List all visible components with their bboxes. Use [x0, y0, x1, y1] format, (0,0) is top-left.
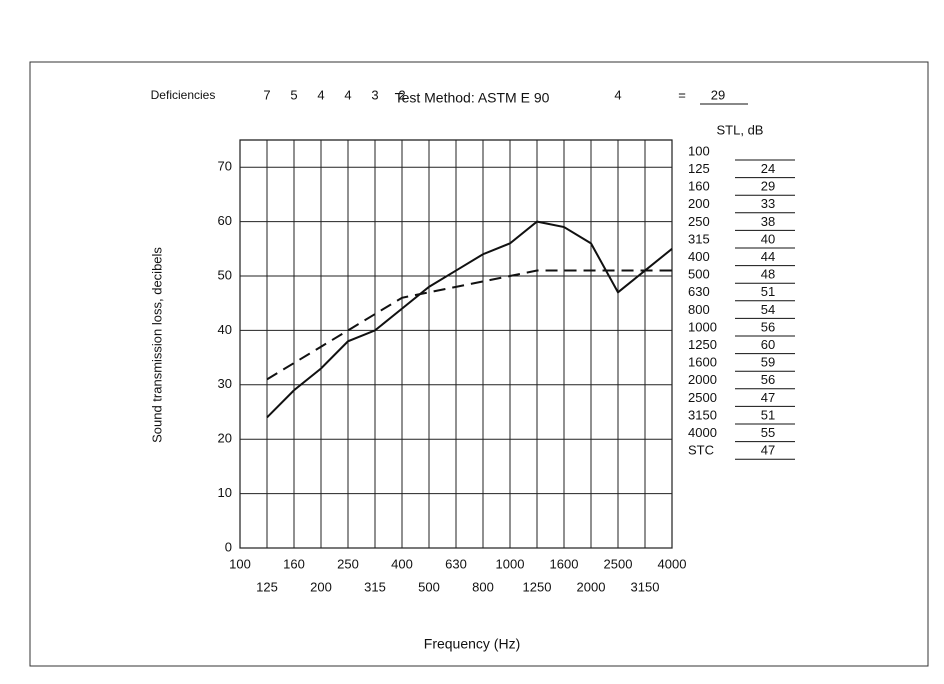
x-tick-label: 500 [418, 579, 440, 594]
x-tick-label: 125 [256, 579, 278, 594]
table-frequency: 4000 [688, 425, 717, 440]
x-tick-label: 630 [445, 556, 467, 571]
table-value: 24 [761, 161, 775, 176]
table-value: 59 [761, 355, 775, 370]
deficiency-total: 29 [711, 87, 725, 102]
x-tick-label: 1600 [550, 556, 579, 571]
table-frequency: 200 [688, 196, 710, 211]
table-value: 38 [761, 214, 775, 229]
table-frequency: 160 [688, 179, 710, 194]
table-frequency: 315 [688, 231, 710, 246]
deficiency: 4 [344, 87, 351, 102]
table-value: 56 [761, 319, 775, 334]
x-tick-label: 800 [472, 579, 494, 594]
x-tick-label: 2000 [577, 579, 606, 594]
table-frequency: 2500 [688, 390, 717, 405]
x-tick-label: 250 [337, 556, 359, 571]
table-frequency: 2000 [688, 372, 717, 387]
x-tick-label: 160 [283, 556, 305, 571]
x-tick-label: 4000 [658, 556, 687, 571]
data-line [266, 269, 672, 381]
y-tick-label: 10 [218, 485, 232, 500]
table-value: 48 [761, 267, 775, 282]
y-tick-label: 60 [218, 213, 232, 228]
stc-label: STC [688, 443, 714, 458]
deficiency: 4 [614, 87, 621, 102]
table-value: 60 [761, 337, 775, 352]
deficiency-total-sign: = [678, 87, 686, 102]
y-tick-label: 40 [218, 322, 232, 337]
y-tick-label: 70 [218, 159, 232, 174]
table-value: 44 [761, 249, 775, 264]
table-frequency: 400 [688, 249, 710, 264]
x-axis-label: Frequency (Hz) [424, 636, 520, 652]
table-value: 54 [761, 302, 775, 317]
x-tick-label: 1000 [496, 556, 525, 571]
chart-title: Test Method: ASTM E 90 [395, 90, 550, 106]
table-frequency: 100 [688, 143, 710, 158]
x-tick-label: 200 [310, 579, 332, 594]
y-tick-label: 30 [218, 376, 232, 391]
frame [29, 61, 929, 667]
table-frequency: 630 [688, 284, 710, 299]
y-tick-label: 50 [218, 267, 232, 282]
deficiencies-label: Deficiencies [151, 88, 216, 102]
table-value: 47 [761, 390, 775, 405]
x-tick-label: 100 [229, 556, 251, 571]
table-header: STL, dB [717, 122, 764, 137]
stc-value: 47 [761, 443, 775, 458]
table-frequency: 125 [688, 161, 710, 176]
deficiency: 2 [398, 87, 405, 102]
deficiency: 7 [263, 87, 270, 102]
x-tick-label: 315 [364, 579, 386, 594]
y-tick-label: 20 [218, 431, 232, 446]
table-frequency: 800 [688, 302, 710, 317]
data-line [266, 220, 673, 419]
table-value: 40 [761, 231, 775, 246]
deficiency: 5 [290, 87, 297, 102]
table-value: 51 [761, 284, 775, 299]
x-tick-label: 1250 [523, 579, 552, 594]
y-axis-label: Sound transmission loss, decibels [149, 247, 164, 443]
deficiency: 3 [371, 87, 378, 102]
table-value: 56 [761, 372, 775, 387]
table-value: 51 [761, 407, 775, 422]
table-frequency: 1000 [688, 319, 717, 334]
deficiency: 4 [317, 87, 324, 102]
table-frequency: 1600 [688, 355, 717, 370]
x-tick-label: 400 [391, 556, 413, 571]
table-value: 33 [761, 196, 775, 211]
table-frequency: 3150 [688, 407, 717, 422]
table-frequency: 1250 [688, 337, 717, 352]
x-tick-label: 3150 [631, 579, 660, 594]
table-frequency: 500 [688, 267, 710, 282]
table-value: 29 [761, 179, 775, 194]
x-tick-label: 2500 [604, 556, 633, 571]
table-value: 55 [761, 425, 775, 440]
y-tick-label: 0 [225, 539, 232, 554]
table-frequency: 250 [688, 214, 710, 229]
